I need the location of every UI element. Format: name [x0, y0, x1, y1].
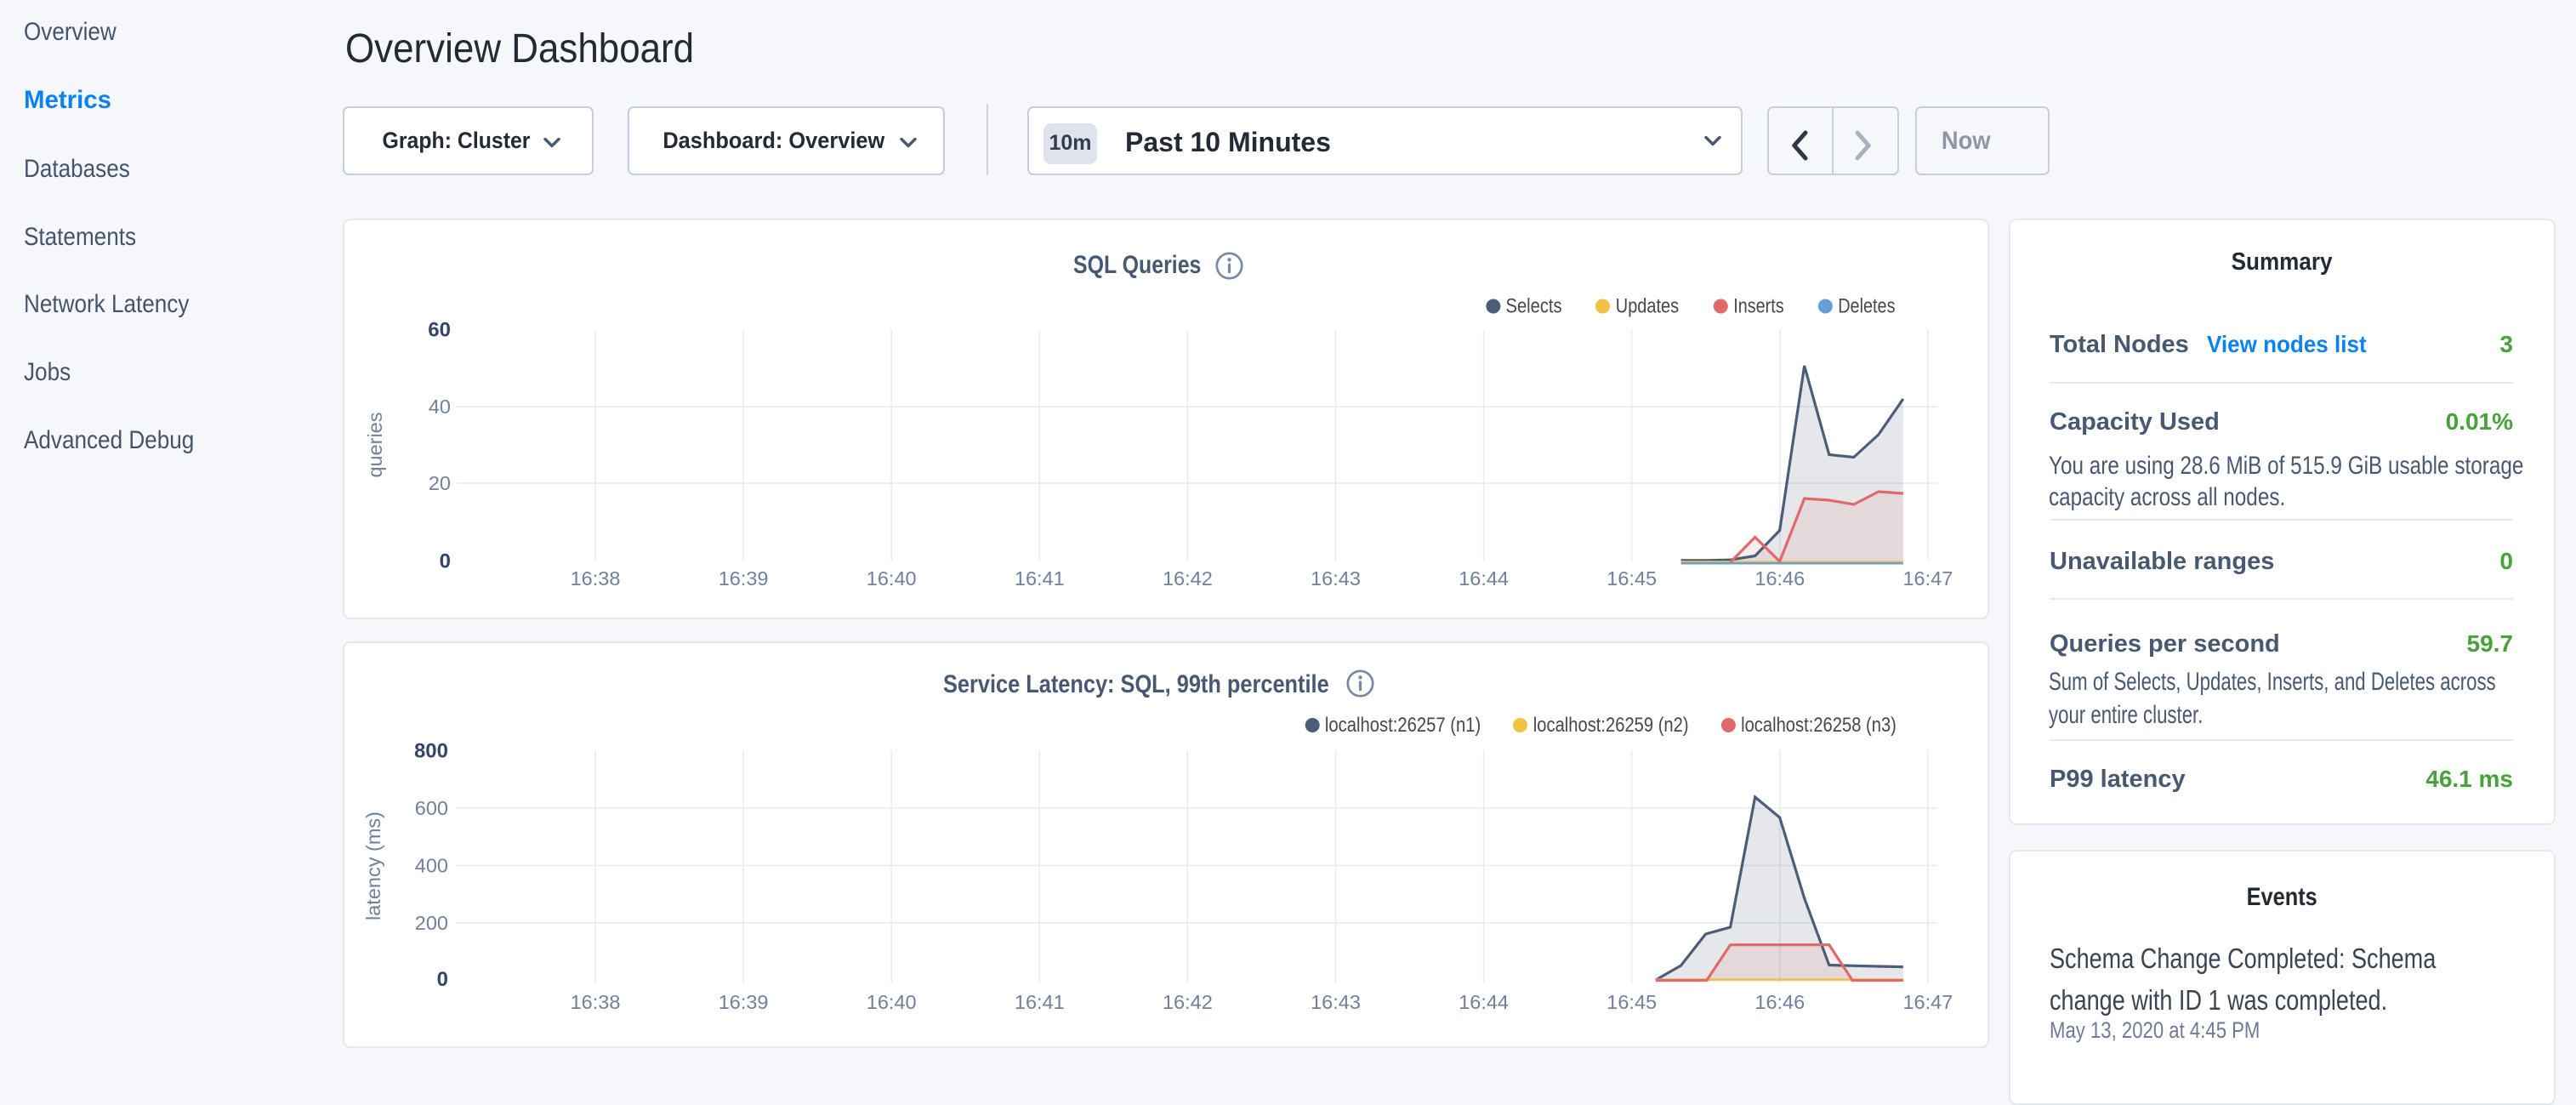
svg-text:60: 60 [428, 319, 451, 342]
svg-text:16:44: 16:44 [1459, 567, 1509, 590]
svg-text:200: 200 [415, 912, 448, 934]
svg-text:16:38: 16:38 [571, 991, 621, 1013]
svg-text:Deletes: Deletes [1838, 295, 1895, 318]
svg-text:16:45: 16:45 [1606, 567, 1657, 590]
svg-text:16:46: 16:46 [1754, 567, 1805, 590]
svg-text:localhost:26259 (n2): localhost:26259 (n2) [1533, 714, 1689, 737]
svg-text:16:46: 16:46 [1754, 991, 1805, 1013]
svg-text:400: 400 [415, 854, 448, 876]
svg-text:16:39: 16:39 [719, 567, 769, 590]
svg-text:16:41: 16:41 [1015, 567, 1065, 590]
svg-text:0: 0 [440, 550, 451, 573]
svg-text:16:40: 16:40 [867, 567, 917, 590]
svg-text:Inserts: Inserts [1733, 295, 1783, 318]
svg-text:localhost:26258 (n3): localhost:26258 (n3) [1741, 714, 1896, 737]
svg-text:localhost:26257 (n1): localhost:26257 (n1) [1325, 714, 1481, 737]
svg-text:16:40: 16:40 [867, 991, 917, 1013]
svg-text:600: 600 [415, 797, 448, 819]
svg-text:16:42: 16:42 [1163, 567, 1213, 590]
svg-text:0: 0 [437, 968, 448, 991]
svg-text:16:41: 16:41 [1015, 991, 1065, 1013]
svg-text:16:38: 16:38 [571, 567, 621, 590]
svg-text:16:45: 16:45 [1606, 991, 1657, 1013]
svg-text:16:47: 16:47 [1902, 991, 1953, 1013]
svg-text:16:47: 16:47 [1902, 567, 1953, 590]
svg-text:16:43: 16:43 [1311, 991, 1361, 1013]
svg-text:40: 40 [429, 396, 451, 418]
svg-text:16:44: 16:44 [1459, 991, 1509, 1013]
svg-text:20: 20 [429, 472, 451, 494]
svg-text:latency (ms): latency (ms) [362, 812, 384, 920]
svg-text:16:42: 16:42 [1163, 991, 1213, 1013]
svg-text:Updates: Updates [1616, 295, 1679, 318]
svg-text:Selects: Selects [1506, 295, 1562, 318]
svg-text:16:43: 16:43 [1311, 567, 1361, 590]
svg-text:queries: queries [364, 412, 386, 477]
svg-text:16:39: 16:39 [719, 991, 769, 1013]
svg-text:800: 800 [414, 740, 448, 763]
